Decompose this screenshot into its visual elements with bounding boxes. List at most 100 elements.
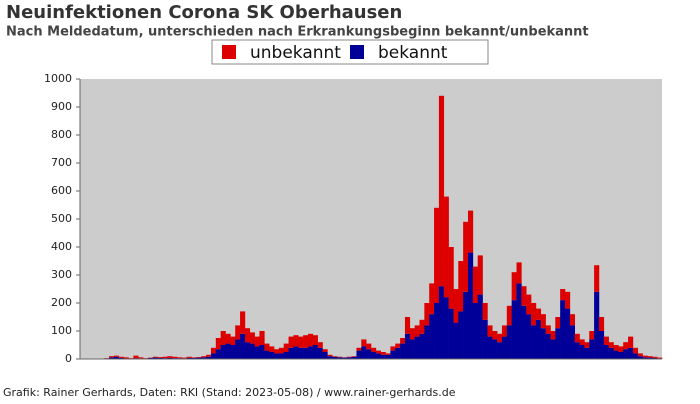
bar [555, 317, 560, 328]
bar [589, 339, 594, 359]
bar [386, 355, 391, 359]
bar [250, 332, 255, 343]
bar [226, 334, 231, 344]
chart-subtitle: Nach Meldedatum, unterschieden nach Erkr… [6, 25, 589, 40]
bar [420, 334, 425, 359]
bar [405, 334, 410, 359]
bar [468, 211, 473, 253]
chart-title: Neuinfektionen Corona SK Oberhausen [6, 2, 402, 23]
y-tick-label: 900 [51, 100, 72, 113]
bar [614, 351, 619, 359]
y-tick-label: 0 [65, 352, 72, 365]
bar [366, 344, 371, 350]
bar [298, 337, 303, 348]
bar [623, 342, 628, 349]
bar [550, 339, 555, 359]
legend-label: bekannt [378, 43, 448, 63]
bar [618, 346, 623, 352]
bar [235, 339, 240, 359]
bar [221, 331, 226, 345]
bar [318, 348, 323, 359]
y-tick-label: 300 [51, 268, 72, 281]
bar [633, 353, 638, 359]
bar [109, 356, 114, 357]
bar [255, 337, 260, 347]
bar [541, 328, 546, 359]
bar [458, 311, 463, 359]
bar [226, 344, 231, 359]
bar [517, 262, 522, 283]
bar [298, 348, 303, 359]
bar [293, 346, 298, 359]
bar [206, 355, 211, 357]
bar [473, 303, 478, 359]
bar [318, 342, 323, 348]
bar [473, 267, 478, 303]
bar [235, 325, 240, 339]
bar [497, 334, 502, 342]
bar [216, 349, 221, 359]
bar [526, 314, 531, 359]
bar [264, 344, 269, 351]
y-tick-label: 1000 [44, 72, 72, 85]
bar [478, 295, 483, 359]
bar [366, 349, 371, 359]
bar [589, 331, 594, 339]
bar [492, 331, 497, 339]
y-tick-label: 500 [51, 212, 72, 225]
bar [390, 351, 395, 359]
bar [395, 348, 400, 359]
bar [512, 300, 517, 359]
bar [420, 320, 425, 334]
bar [133, 356, 138, 359]
bar [502, 325, 507, 336]
bar [352, 356, 357, 357]
bar [560, 300, 565, 359]
bar [599, 331, 604, 359]
bar [434, 303, 439, 359]
bar [192, 357, 197, 358]
bar [594, 292, 599, 359]
bar [361, 346, 366, 359]
bar [347, 357, 352, 358]
bar [410, 328, 415, 339]
bar [546, 325, 551, 333]
bar [327, 355, 332, 356]
bar [517, 283, 522, 359]
bar [289, 337, 294, 348]
bar [536, 320, 541, 359]
bar [153, 357, 158, 358]
bar [284, 352, 289, 359]
y-tick-label: 800 [51, 128, 72, 141]
bar [264, 351, 269, 359]
y-tick-label: 200 [51, 296, 72, 309]
bar [599, 317, 604, 331]
y-tick-label: 400 [51, 240, 72, 253]
bar [119, 357, 124, 358]
bar [604, 345, 609, 359]
bar [434, 208, 439, 303]
bar [507, 306, 512, 326]
bar [614, 345, 619, 351]
y-tick-label: 100 [51, 324, 72, 337]
bar [444, 297, 449, 359]
bar [487, 337, 492, 359]
bar [240, 334, 245, 359]
bar [449, 309, 454, 359]
bar [415, 337, 420, 359]
bar [158, 357, 163, 358]
bar [313, 335, 318, 345]
y-tick-label: 600 [51, 184, 72, 197]
bar [405, 317, 410, 334]
bar [323, 349, 328, 352]
bar [609, 342, 614, 348]
bar [289, 348, 294, 359]
bar [245, 328, 250, 342]
bar [463, 222, 468, 292]
bar [594, 265, 599, 292]
bar [230, 337, 235, 345]
bar [410, 339, 415, 359]
bar [536, 309, 541, 320]
bar [390, 346, 395, 350]
